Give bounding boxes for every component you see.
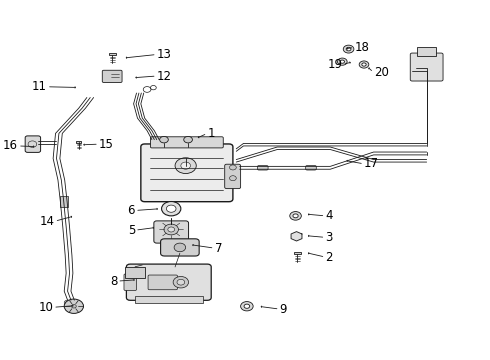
Text: 20: 20 [374, 66, 389, 79]
Circle shape [241, 302, 253, 311]
Circle shape [338, 58, 347, 65]
Circle shape [174, 243, 186, 252]
Circle shape [293, 214, 298, 218]
Circle shape [173, 276, 189, 288]
Circle shape [346, 47, 351, 51]
Bar [76, 141, 81, 143]
Text: 17: 17 [364, 157, 379, 170]
FancyBboxPatch shape [410, 53, 443, 81]
FancyBboxPatch shape [150, 137, 223, 148]
Circle shape [362, 63, 366, 66]
FancyBboxPatch shape [126, 264, 211, 300]
Circle shape [162, 202, 181, 216]
Text: 12: 12 [157, 69, 172, 82]
Text: 14: 14 [40, 215, 54, 228]
Circle shape [160, 136, 169, 143]
FancyBboxPatch shape [161, 239, 199, 256]
Circle shape [229, 165, 236, 170]
Bar [60, 196, 68, 207]
FancyBboxPatch shape [148, 275, 177, 290]
Text: 4: 4 [325, 210, 333, 222]
Circle shape [64, 300, 71, 305]
Bar [294, 252, 301, 255]
Text: 9: 9 [280, 303, 287, 316]
FancyBboxPatch shape [141, 144, 233, 202]
Circle shape [244, 304, 250, 308]
Bar [125, 267, 145, 278]
Text: 15: 15 [99, 138, 114, 150]
Text: 18: 18 [354, 41, 369, 54]
Bar [417, 47, 436, 56]
FancyBboxPatch shape [225, 164, 241, 189]
Circle shape [184, 136, 193, 143]
Text: 7: 7 [215, 242, 222, 255]
Text: 3: 3 [325, 231, 333, 244]
Circle shape [177, 279, 185, 285]
Text: 5: 5 [128, 224, 135, 237]
FancyBboxPatch shape [154, 221, 189, 243]
Circle shape [175, 158, 196, 174]
Circle shape [168, 227, 174, 232]
FancyBboxPatch shape [25, 136, 41, 152]
Text: 2: 2 [325, 251, 333, 264]
FancyBboxPatch shape [257, 166, 268, 170]
Circle shape [71, 300, 78, 305]
Circle shape [294, 234, 300, 239]
Circle shape [181, 162, 191, 169]
Text: 1: 1 [207, 127, 215, 140]
Polygon shape [291, 231, 302, 241]
Text: 11: 11 [32, 80, 47, 93]
FancyBboxPatch shape [124, 274, 137, 291]
FancyBboxPatch shape [306, 166, 316, 170]
Circle shape [68, 300, 74, 305]
Text: 8: 8 [110, 275, 117, 288]
Circle shape [343, 45, 354, 53]
Text: 16: 16 [3, 139, 18, 152]
Circle shape [167, 205, 176, 212]
Circle shape [64, 299, 83, 314]
FancyBboxPatch shape [102, 70, 122, 82]
Bar [135, 296, 202, 303]
Circle shape [290, 212, 301, 220]
Circle shape [229, 176, 236, 181]
Circle shape [359, 61, 369, 68]
Bar [109, 53, 116, 55]
Circle shape [72, 305, 76, 308]
Circle shape [340, 60, 344, 63]
Text: 10: 10 [38, 301, 53, 314]
Circle shape [164, 224, 178, 235]
Text: 6: 6 [127, 204, 135, 217]
Text: 13: 13 [157, 48, 172, 61]
Text: 19: 19 [327, 58, 343, 71]
